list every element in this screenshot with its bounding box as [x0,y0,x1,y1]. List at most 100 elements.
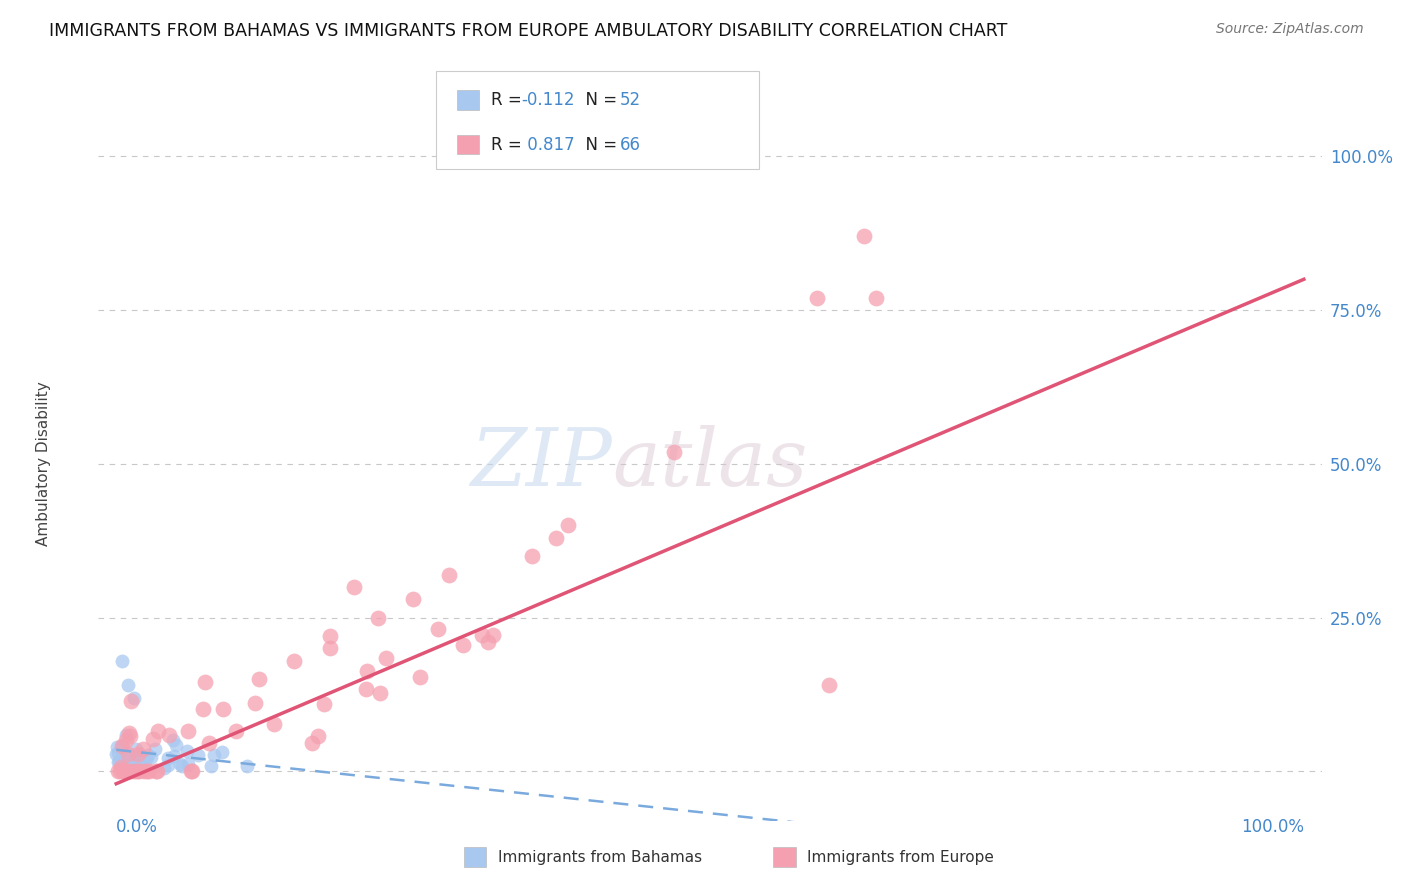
Point [146,724,169,739]
Point [112,764,135,778]
Point [368,686,391,700]
Point [169,756,191,771]
Point [481,628,503,642]
Point [120,752,142,766]
Point [120,748,142,763]
Point [187,748,209,763]
Point [312,697,335,711]
Point [110,760,132,774]
Point [366,610,388,624]
Point [354,682,377,697]
Text: atlas: atlas [612,425,807,502]
Point [263,716,285,731]
Point [146,764,169,779]
Point [129,755,152,769]
Point [115,764,138,779]
Point [408,670,430,684]
Point [128,764,150,779]
Point [544,531,567,545]
Point [225,724,247,739]
Point [127,747,149,761]
Point [181,764,204,779]
Point [191,702,214,716]
Point [117,678,139,692]
Point [437,567,460,582]
Point [112,764,135,779]
Point [243,696,266,710]
Point [471,628,494,642]
Text: 0.817: 0.817 [522,136,574,153]
Text: R =: R = [491,91,527,109]
Point [139,750,162,764]
Point [122,690,145,705]
Point [136,764,159,779]
Point [156,758,179,772]
Point [198,736,221,750]
Point [129,747,152,762]
Point [180,764,202,779]
Point [125,764,148,779]
Point [806,291,828,305]
Point [307,729,329,743]
Point [115,727,138,741]
Point [108,754,131,768]
Text: Source: ZipAtlas.com: Source: ZipAtlas.com [1216,22,1364,37]
Point [136,747,159,762]
Point [105,747,128,761]
Point [319,629,342,643]
Point [194,674,217,689]
Point [152,761,174,775]
Point [122,764,145,779]
Point [118,729,141,743]
Point [319,641,342,656]
Text: 0.0%: 0.0% [117,818,157,836]
Point [112,758,135,772]
Point [110,753,132,767]
Text: 100.0%: 100.0% [1241,818,1303,836]
Point [402,592,425,607]
Point [122,756,145,771]
Text: ZIP: ZIP [471,425,612,502]
Point [120,764,142,779]
Point [301,736,323,750]
Point [170,759,193,773]
Point [162,733,184,747]
Point [156,751,179,765]
Point [451,638,474,652]
Text: R =: R = [491,136,527,153]
Text: Immigrants from Bahamas: Immigrants from Bahamas [498,850,702,864]
Point [177,724,200,739]
Point [138,764,160,779]
Point [114,732,136,747]
Point [120,755,142,769]
Point [112,746,135,760]
Point [107,755,129,769]
Point [427,623,450,637]
Point [111,763,134,777]
Point [520,549,543,563]
Point [108,764,131,779]
Point [111,756,134,771]
Text: -0.112: -0.112 [522,91,575,109]
Point [118,755,141,769]
Text: 52: 52 [620,91,641,109]
Text: Immigrants from Europe: Immigrants from Europe [807,850,994,864]
Point [343,580,366,594]
Point [142,731,165,746]
Point [124,751,146,765]
Point [477,635,499,649]
Point [135,752,157,766]
Point [132,764,155,779]
Point [121,750,143,764]
Point [235,759,257,773]
Point [200,758,222,772]
Point [115,756,138,770]
Point [211,701,233,715]
Point [177,756,200,771]
Point [166,738,188,752]
Point [163,748,186,763]
Point [853,229,876,244]
Point [118,726,141,740]
Point [111,739,134,754]
Point [132,750,155,764]
